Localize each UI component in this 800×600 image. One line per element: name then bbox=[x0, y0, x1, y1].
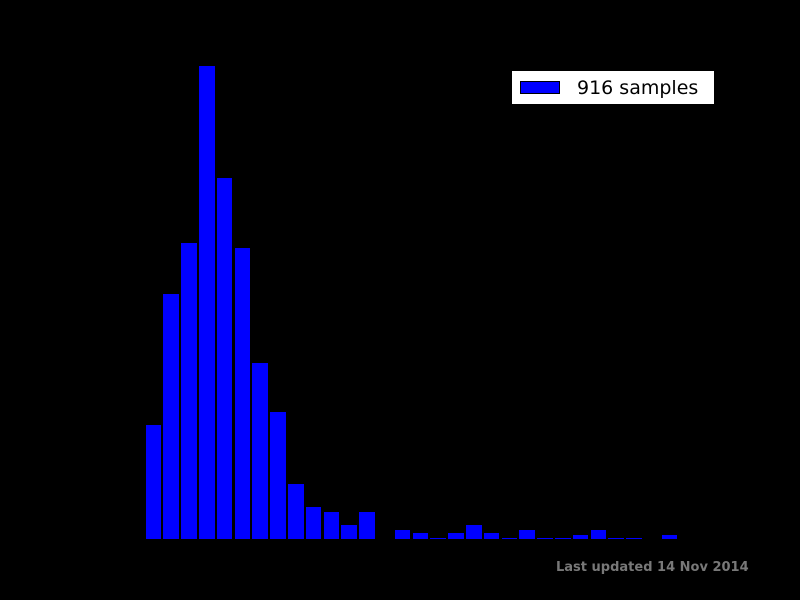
histogram-bar bbox=[162, 293, 181, 540]
histogram-bar bbox=[411, 531, 430, 540]
histogram-bar bbox=[625, 536, 643, 540]
histogram-bar bbox=[197, 64, 216, 540]
histogram-bar bbox=[251, 362, 270, 540]
histogram-bar bbox=[518, 529, 537, 540]
histogram-bar bbox=[553, 536, 572, 540]
histogram-bar bbox=[482, 531, 501, 540]
legend: 916 samples bbox=[511, 70, 715, 105]
histogram-bar bbox=[269, 411, 287, 540]
histogram-bar bbox=[447, 531, 465, 540]
legend-label: 916 samples bbox=[577, 76, 699, 99]
histogram-bar bbox=[429, 536, 448, 540]
histogram-bar bbox=[304, 506, 323, 540]
histogram-bar bbox=[215, 177, 234, 540]
histogram-bar bbox=[180, 241, 198, 540]
last-updated-note: Last updated 14 Nov 2014 bbox=[556, 560, 749, 575]
legend-swatch-icon bbox=[520, 81, 560, 94]
histogram-bar bbox=[322, 511, 341, 540]
histogram-bar bbox=[571, 534, 590, 540]
histogram-bar bbox=[536, 536, 554, 540]
histogram-bar bbox=[660, 534, 679, 540]
histogram-bar bbox=[607, 536, 626, 540]
histogram-bar bbox=[393, 529, 412, 540]
histogram-bar bbox=[340, 524, 359, 540]
histogram-bar bbox=[589, 529, 608, 540]
histogram-bar bbox=[358, 511, 376, 540]
histogram-bar bbox=[233, 246, 252, 540]
histogram-bar bbox=[286, 483, 305, 540]
histogram-bar bbox=[144, 423, 163, 540]
histogram-bar bbox=[464, 524, 483, 540]
histogram-bar bbox=[500, 536, 519, 540]
